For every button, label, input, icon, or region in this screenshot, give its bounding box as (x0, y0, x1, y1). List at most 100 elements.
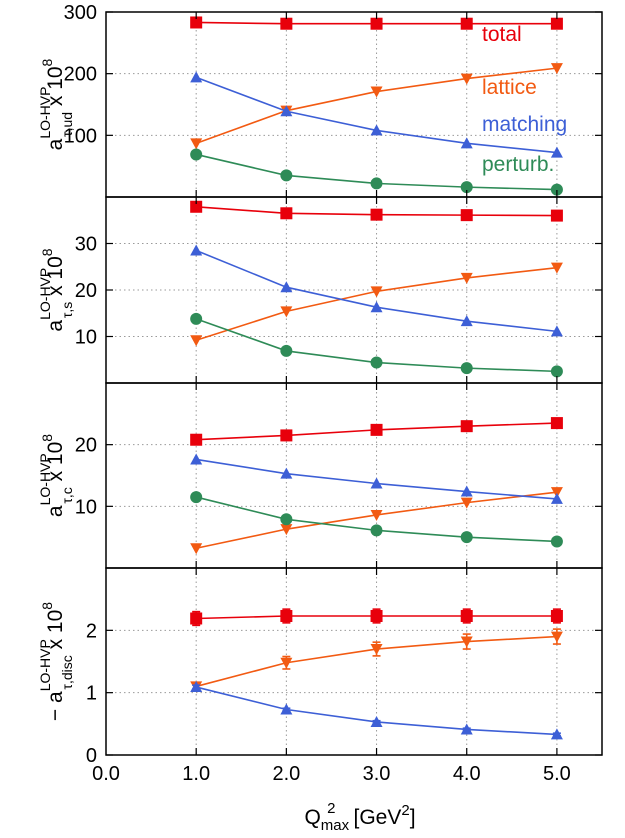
data-point-lattice (280, 306, 293, 318)
data-point-lattice (190, 335, 203, 347)
data-point-total (370, 423, 383, 436)
y-tick-label: 0 (86, 745, 97, 767)
data-point-perturb (190, 491, 203, 504)
data-point-lattice (370, 286, 383, 298)
data-point-perturb (550, 535, 563, 548)
y-axis-title: aLO-HVP τ,s x 108 (37, 248, 75, 331)
x-tick-label: 0.0 (92, 763, 120, 785)
data-point-total (280, 207, 293, 220)
data-point-matching (550, 728, 563, 740)
data-point-perturb (550, 365, 563, 378)
data-point-matching (460, 485, 473, 497)
y-axis-title: − aLO-HVP τ,disc x 108 (37, 602, 75, 721)
data-point-total (190, 200, 203, 213)
data-point-lattice (370, 86, 383, 98)
data-point-matching (370, 477, 383, 489)
y-tick-label: 2 (86, 620, 97, 642)
data-point-perturb (460, 181, 473, 194)
data-point-matching (190, 681, 203, 693)
data-point-matching (280, 281, 293, 293)
data-point-total (550, 609, 563, 622)
panel-4: 0 1 2 − aLO-HVP τ,disc x 108 (37, 567, 603, 767)
data-point-lattice (550, 631, 563, 643)
data-point-matching (190, 244, 203, 256)
y-tick-label: 100 (64, 125, 97, 147)
legend-label-lattice: lattice (482, 76, 537, 99)
data-point-total (550, 17, 563, 30)
legend-label-total: total (482, 23, 522, 46)
data-point-perturb (460, 531, 473, 544)
data-point-perturb (370, 356, 383, 369)
panel-1: 100 200 300 aLO-HVP τ,ud x 108 total lattice ma… (37, 2, 603, 198)
x-axis: Qmax2 [GeV2] 0.0 1.0 2.0 3.0 4.0 5.0 (92, 763, 571, 834)
data-point-total (190, 612, 203, 625)
data-point-lattice (280, 524, 293, 536)
data-point-perturb (460, 362, 473, 375)
data-point-total (460, 420, 473, 433)
data-point-total (370, 17, 383, 30)
y-tick-label: 30 (75, 234, 97, 256)
data-point-perturb (370, 524, 383, 537)
data-point-matching (190, 453, 203, 465)
data-point-total (550, 417, 563, 430)
data-point-matching (370, 715, 383, 727)
data-point-lattice (460, 636, 473, 648)
data-point-total (370, 609, 383, 622)
x-tick-label: 1.0 (182, 763, 210, 785)
legend-label-matching: matching (482, 113, 567, 136)
y-axis-title: aLO-HVP τ,c x 108 (37, 434, 75, 517)
data-point-matching (370, 124, 383, 136)
y-tick-label: 10 (75, 496, 97, 518)
data-point-total (460, 609, 473, 622)
data-point-perturb (280, 344, 293, 357)
data-point-lattice (370, 509, 383, 521)
panel-frame (105, 567, 603, 756)
data-point-lattice (550, 63, 563, 75)
data-point-matching (550, 325, 563, 337)
data-point-perturb (550, 183, 563, 196)
data-point-lattice (190, 543, 203, 555)
legend-label-perturb: perturb. (482, 153, 554, 176)
data-point-matching (370, 301, 383, 313)
y-axis-title: aLO-HVP τ,ud x 108 (37, 58, 75, 150)
data-point-perturb (190, 148, 203, 161)
data-point-total (280, 609, 293, 622)
y-tick-label: 1 (86, 683, 97, 705)
data-point-matching (280, 703, 293, 715)
data-point-total (190, 16, 203, 29)
data-point-lattice (460, 272, 473, 284)
data-point-lattice (460, 73, 473, 85)
data-point-total (190, 433, 203, 446)
data-point-lattice (550, 262, 563, 274)
data-point-perturb (280, 513, 293, 526)
data-point-total (280, 17, 293, 30)
x-axis-title: Qmax2 [GeV2] (304, 800, 415, 834)
data-point-perturb (190, 312, 203, 325)
data-point-total (370, 208, 383, 221)
data-point-total (280, 429, 293, 442)
x-tick-label: 3.0 (363, 763, 391, 785)
data-point-total (550, 209, 563, 222)
data-point-total (460, 17, 473, 30)
data-point-matching (280, 467, 293, 479)
data-point-perturb (280, 169, 293, 182)
x-tick-label: 2.0 (272, 763, 300, 785)
y-tick-label: 20 (75, 280, 97, 302)
x-tick-label: 4.0 (453, 763, 481, 785)
data-point-matching (460, 315, 473, 327)
y-tick-label: 10 (75, 327, 97, 349)
y-tick-label: 20 (75, 435, 97, 457)
data-point-lattice (460, 497, 473, 509)
x-tick-label: 5.0 (543, 763, 571, 785)
data-point-matching (460, 723, 473, 735)
data-point-matching (280, 105, 293, 117)
data-point-matching (550, 146, 563, 158)
y-tick-label: 300 (64, 2, 97, 24)
data-point-lattice (280, 657, 293, 669)
y-tick-label: 200 (64, 64, 97, 86)
data-point-lattice (550, 487, 563, 499)
